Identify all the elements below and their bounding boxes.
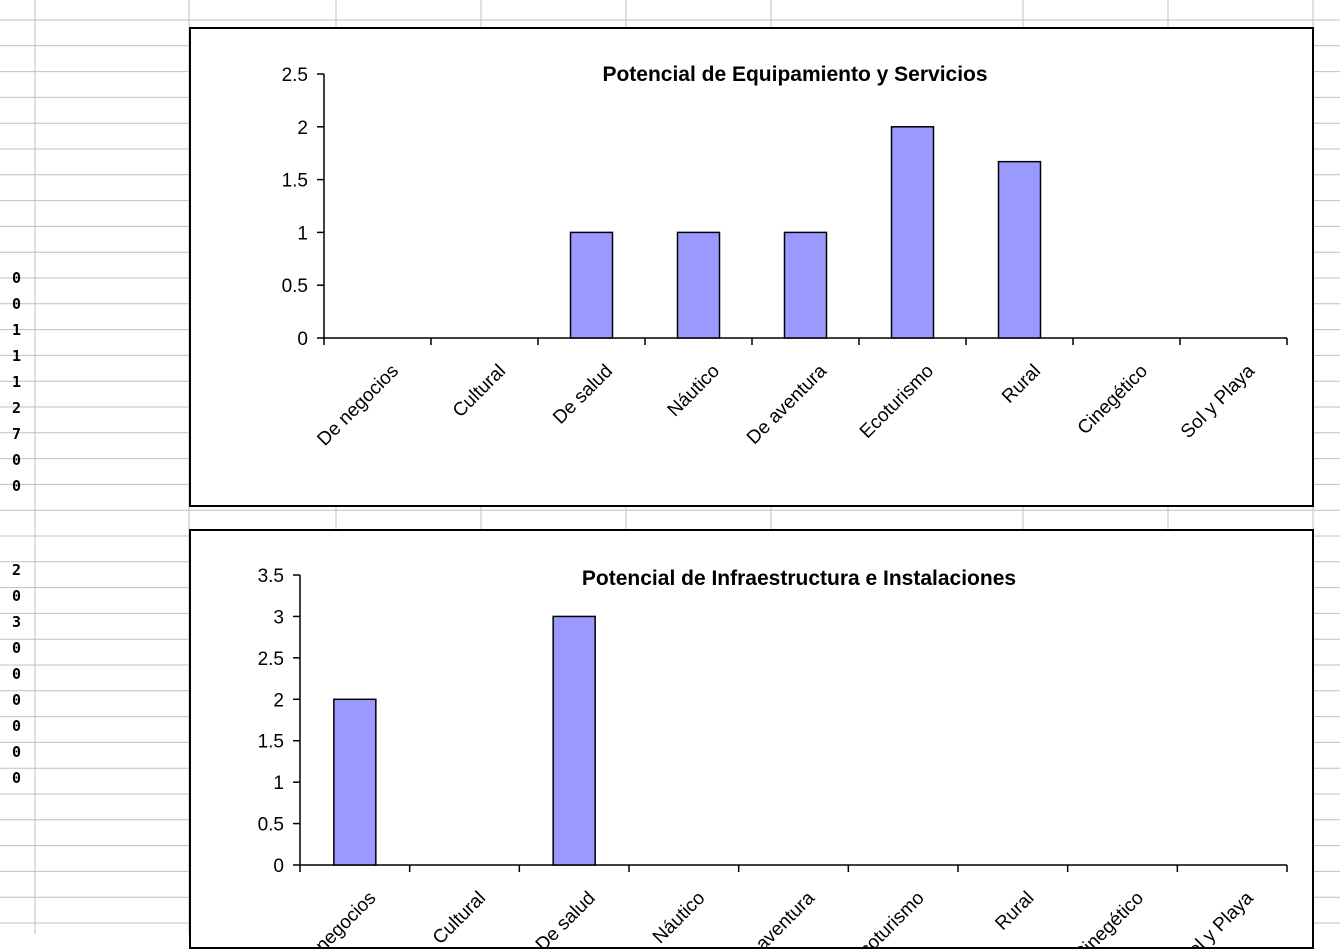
y-tick-label: 1 xyxy=(273,773,284,794)
left-column-value: 0 xyxy=(12,477,22,495)
left-column-value: 0 xyxy=(12,665,22,683)
left-column-value: 1 xyxy=(12,373,22,391)
bar-4 xyxy=(676,231,721,339)
left-column-value: 2 xyxy=(12,399,22,417)
left-column-value: 0 xyxy=(12,587,22,605)
x-category-label: De salud xyxy=(549,361,617,429)
x-category-label: Rural xyxy=(991,888,1038,935)
x-category-label: De salud xyxy=(532,888,600,949)
x-category-label: Rural xyxy=(998,361,1045,408)
x-category-label: De negocios xyxy=(291,888,381,949)
x-category-label: De aventura xyxy=(743,360,831,448)
left-column-value: 7 xyxy=(12,425,22,443)
left-column-value: 2 xyxy=(12,561,22,579)
x-category-label: Náutico xyxy=(649,888,709,948)
chart-equipamiento-servicios[interactable]: Potencial de Equipamiento y Servicios 0 0.… xyxy=(189,27,1314,507)
y-tick-label: 1 xyxy=(297,223,308,244)
x-category-label: Náutico xyxy=(664,361,724,421)
y-tick-label: 1.5 xyxy=(258,732,284,753)
left-column-value: 0 xyxy=(12,769,22,787)
y-tick-label: 0 xyxy=(297,329,308,350)
x-category-label: Sol y Playa xyxy=(1177,360,1259,442)
bar-6 xyxy=(890,126,935,339)
bar-1 xyxy=(333,698,377,866)
left-column-value: 0 xyxy=(12,639,22,657)
left-column-value: 1 xyxy=(12,347,22,365)
bar-7 xyxy=(997,160,1042,339)
chart-equipamiento-plot: Potencial de Equipamiento y Servicios 0 0.… xyxy=(282,63,1288,451)
y-tick-label: 2 xyxy=(297,118,308,139)
chart-title: Potencial de Infraestructura e Instalaci… xyxy=(582,567,1016,590)
y-tick-label: 2 xyxy=(273,690,284,711)
y-tick-label: 0.5 xyxy=(282,276,308,297)
bar-3 xyxy=(569,231,614,339)
left-column-value: 0 xyxy=(12,269,22,287)
left-column-value: 0 xyxy=(12,691,22,709)
left-column-value: 1 xyxy=(12,321,22,339)
y-tick-label: 1.5 xyxy=(282,171,308,192)
y-tick-label: 2.5 xyxy=(282,65,308,86)
x-category-label: Cinegético xyxy=(1070,888,1148,949)
chart-infraestructura-plot: Potencial de Infraestructura e Instalaci… xyxy=(258,566,1288,949)
chart-title: Potencial de Equipamiento y Servicios xyxy=(602,63,987,86)
x-category-label: De aventura xyxy=(731,887,819,949)
y-tick-label: 2.5 xyxy=(258,649,284,670)
left-column-value: 0 xyxy=(12,717,22,735)
x-category-label: Cinegético xyxy=(1074,361,1152,439)
y-tick-label: 3.5 xyxy=(258,566,284,587)
y-tick-label: 3 xyxy=(273,607,284,628)
x-category-label: Ecoturismo xyxy=(847,888,929,949)
left-column-values: 0 0 1 1 1 2 7 0 0 2 0 3 0 0 0 0 0 0 xyxy=(0,0,40,934)
y-tick-label: 0 xyxy=(273,856,284,877)
left-column-value: 0 xyxy=(12,743,22,761)
left-column-value: 0 xyxy=(12,295,22,313)
x-category-label: De negocios xyxy=(313,361,403,451)
x-category-label: Cultural xyxy=(429,888,490,949)
x-category-label: Ecoturismo xyxy=(856,361,938,443)
left-column-value: 0 xyxy=(12,451,22,469)
bar-5 xyxy=(783,231,828,339)
x-category-label: Sol y Playa xyxy=(1176,887,1258,949)
x-category-label: Cultural xyxy=(449,361,510,422)
chart-infraestructura-instalaciones[interactable]: Potencial de Infraestructura e Instalaci… xyxy=(189,529,1314,949)
bar-3 xyxy=(552,615,596,866)
y-tick-label: 0.5 xyxy=(258,815,284,836)
left-column-value: 3 xyxy=(12,613,22,631)
